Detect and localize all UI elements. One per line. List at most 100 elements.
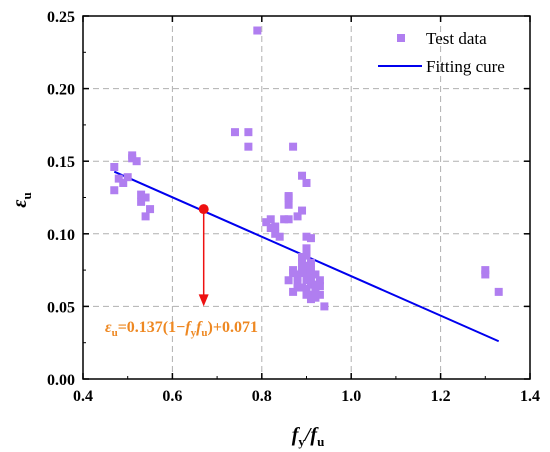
data-point <box>302 261 311 270</box>
data-point <box>110 163 119 172</box>
data-point <box>306 273 315 282</box>
data-point <box>302 269 311 278</box>
legend-label-fitting-cure: Fitting cure <box>426 57 505 76</box>
data-point <box>114 174 123 183</box>
data-point <box>311 270 320 279</box>
data-point <box>311 293 320 302</box>
y-tick-label: 0.25 <box>47 9 75 26</box>
data-point <box>132 157 141 166</box>
y-axis-title-sub: u <box>19 192 34 199</box>
eq-f1: f <box>185 319 192 336</box>
ticks-layer: 0.4 0.6 0.8 1.0 1.2 1.4 0.00 0.05 0.10 0.15 0.20 0.… <box>47 9 540 405</box>
data-point <box>137 197 146 206</box>
data-point <box>302 273 311 282</box>
data-point <box>266 215 275 224</box>
y-tick-label: 0.00 <box>47 372 75 389</box>
x-tick-label: 1.2 <box>431 388 451 405</box>
eq-f2: f <box>196 319 203 336</box>
data-point <box>311 287 320 296</box>
eq-eps: ε <box>105 319 112 336</box>
data-point <box>244 142 253 151</box>
x-axis-title-sub2: u <box>317 434 324 449</box>
data-point <box>302 178 311 187</box>
data-point <box>141 193 150 202</box>
data-point <box>271 222 280 231</box>
data-point <box>289 287 298 296</box>
data-point <box>253 26 262 35</box>
data-point <box>289 269 298 278</box>
x-tick-label: 1.4 <box>520 388 540 405</box>
data-point <box>280 215 289 224</box>
data-point <box>110 186 119 195</box>
data-point <box>320 302 329 311</box>
data-point <box>298 258 307 267</box>
points-layer <box>110 26 503 311</box>
data-point <box>298 206 307 215</box>
data-point <box>119 178 128 187</box>
y-tick-label: 0.20 <box>47 82 75 99</box>
data-point <box>230 128 239 137</box>
data-point <box>293 279 302 288</box>
data-point <box>293 273 302 282</box>
eq-f1-sub: y <box>191 327 197 339</box>
data-point <box>123 173 132 182</box>
legend-label-test-data: Test data <box>426 29 487 48</box>
data-point <box>302 244 311 253</box>
data-point <box>293 283 302 292</box>
data-point <box>289 142 298 151</box>
x-axis-title-f1: f <box>292 424 301 446</box>
data-point <box>293 212 302 221</box>
data-point <box>302 232 311 241</box>
data-point <box>128 154 137 163</box>
data-point <box>298 171 307 180</box>
data-point <box>302 251 311 260</box>
data-point <box>137 190 146 199</box>
data-point <box>141 212 150 221</box>
data-point <box>306 234 315 243</box>
data-point <box>481 270 490 279</box>
y-axis-title-main: ε <box>9 199 31 208</box>
highlight-point <box>198 204 209 215</box>
data-point <box>306 266 315 275</box>
highlight-layer <box>198 204 209 307</box>
legend: Test data Fitting cure <box>378 29 505 76</box>
y-axis-title: εu <box>9 192 34 207</box>
y-tick-label: 0.15 <box>47 154 75 171</box>
data-point <box>284 276 293 285</box>
x-tick-label: 0.8 <box>252 388 272 405</box>
eq-part2: )+0.071 <box>208 319 258 336</box>
data-point <box>271 229 280 238</box>
eq-eps-sub: u <box>112 327 118 339</box>
fit-equation-annotation: εu=0.137(1−fyfu)+0.071 <box>105 319 258 339</box>
data-point <box>494 287 503 296</box>
x-axis-title: fy/fu <box>292 424 325 449</box>
data-point <box>481 266 490 275</box>
data-point <box>306 280 315 289</box>
data-point <box>262 218 271 227</box>
data-point <box>298 269 307 278</box>
data-point <box>302 290 311 299</box>
data-point <box>302 284 311 293</box>
data-point <box>298 253 307 262</box>
y-tick-label: 0.05 <box>47 299 75 316</box>
x-axis-title-sub1: y <box>298 434 305 449</box>
y-tick-label: 0.10 <box>47 227 75 244</box>
data-point <box>244 128 253 137</box>
data-point <box>315 276 324 285</box>
data-point <box>306 290 315 299</box>
x-tick-label: 0.6 <box>162 388 182 405</box>
data-point <box>266 223 275 232</box>
data-point <box>306 295 315 304</box>
data-point <box>315 282 324 291</box>
x-tick-label: 1.0 <box>341 388 361 405</box>
eq-f2-sub: u <box>201 327 207 339</box>
data-point <box>315 290 324 299</box>
data-point <box>306 258 315 267</box>
data-point <box>284 215 293 224</box>
data-point <box>284 200 293 209</box>
eq-part1: =0.137(1− <box>118 319 186 336</box>
data-point <box>146 205 155 214</box>
data-point <box>275 232 284 241</box>
x-axis-title-sep: /f <box>303 424 320 446</box>
